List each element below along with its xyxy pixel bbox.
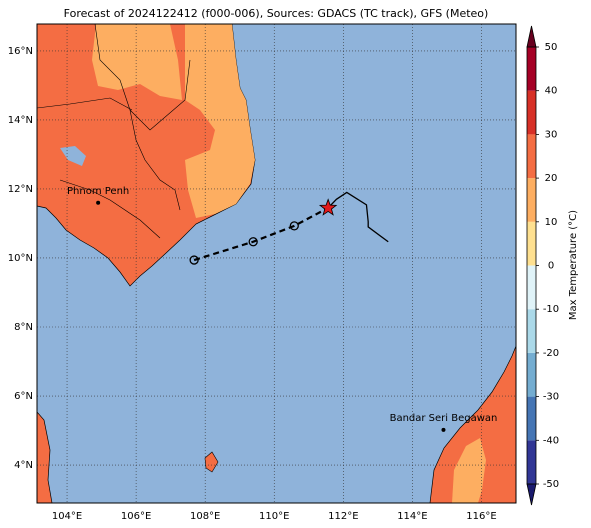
colorbar-segment <box>527 178 536 222</box>
forecast-track <box>193 206 329 262</box>
past-track <box>327 191 389 243</box>
graticule <box>37 24 516 503</box>
colorbar-segment <box>527 440 536 484</box>
x-tick-label: 114°E <box>397 511 427 522</box>
border <box>37 24 191 239</box>
colorbar-segment <box>527 47 536 91</box>
warm-region <box>452 438 486 503</box>
map-frame <box>36 23 517 504</box>
colorbar-tick-label: -40 <box>543 435 559 446</box>
colorbar-segment <box>527 221 536 266</box>
colorbar-segment <box>527 265 536 310</box>
colorbar-tick-label: 40 <box>545 86 558 97</box>
city-label: Bandar Seri Begawan <box>390 413 498 424</box>
x-tick-label: 106°E <box>121 511 151 522</box>
colorbar-tick-label: 50 <box>545 42 558 53</box>
colorbar-segment <box>527 90 536 135</box>
colorbar-tick-label: -50 <box>543 479 559 490</box>
x-tick-label: 108°E <box>190 511 220 522</box>
colorbar-tick-label: 10 <box>545 217 558 228</box>
x-tick-label: 116°E <box>466 511 496 522</box>
y-tick-label: 10°N <box>8 253 33 264</box>
colorbar-tick-label: 20 <box>545 173 558 184</box>
city-marker <box>441 427 446 432</box>
y-tick-label: 14°N <box>8 115 33 126</box>
island <box>204 451 219 473</box>
y-tick-label: 6°N <box>14 391 33 402</box>
x-tick-label: 112°E <box>328 511 358 522</box>
malaysia-land <box>37 411 53 503</box>
colorbar-label: Max Temperature (°C) <box>568 210 579 320</box>
colorbar-extend-bottom <box>526 483 537 506</box>
x-tick-label: 110°E <box>259 511 289 522</box>
forecast-point <box>289 221 299 231</box>
lake <box>60 146 86 166</box>
colorbar-segment <box>527 134 536 179</box>
warm-region <box>92 24 182 100</box>
map-title: Forecast of 2024122412 (f000-006), Sourc… <box>64 7 489 20</box>
forecast-point <box>248 237 258 247</box>
colorbar-tick-label: -30 <box>543 392 559 403</box>
y-tick-label: 8°N <box>14 322 33 333</box>
map-area <box>37 24 516 503</box>
track <box>189 191 389 265</box>
borneo-land <box>429 345 516 503</box>
colorbar-tick-label: 0 <box>548 261 554 272</box>
y-tick-label: 16°N <box>8 46 33 57</box>
colorbar-segment <box>527 396 536 441</box>
colorbar-segment <box>527 309 536 353</box>
colorbar-tick-label: -10 <box>543 304 559 315</box>
forecast-point <box>189 255 199 265</box>
colorbar-tick-label: -20 <box>543 348 559 359</box>
y-tick-label: 4°N <box>14 460 33 471</box>
colorbar-tick-label: 30 <box>545 129 558 140</box>
warm-region <box>185 24 255 218</box>
storm-position <box>318 198 338 216</box>
colorbar-extend-top <box>526 25 537 48</box>
colorbar-segment <box>527 352 536 397</box>
x-tick-label: 104°E <box>52 511 82 522</box>
city-label: Phnom Penh <box>67 186 129 197</box>
city-marker <box>96 200 101 205</box>
y-tick-label: 12°N <box>8 184 33 195</box>
